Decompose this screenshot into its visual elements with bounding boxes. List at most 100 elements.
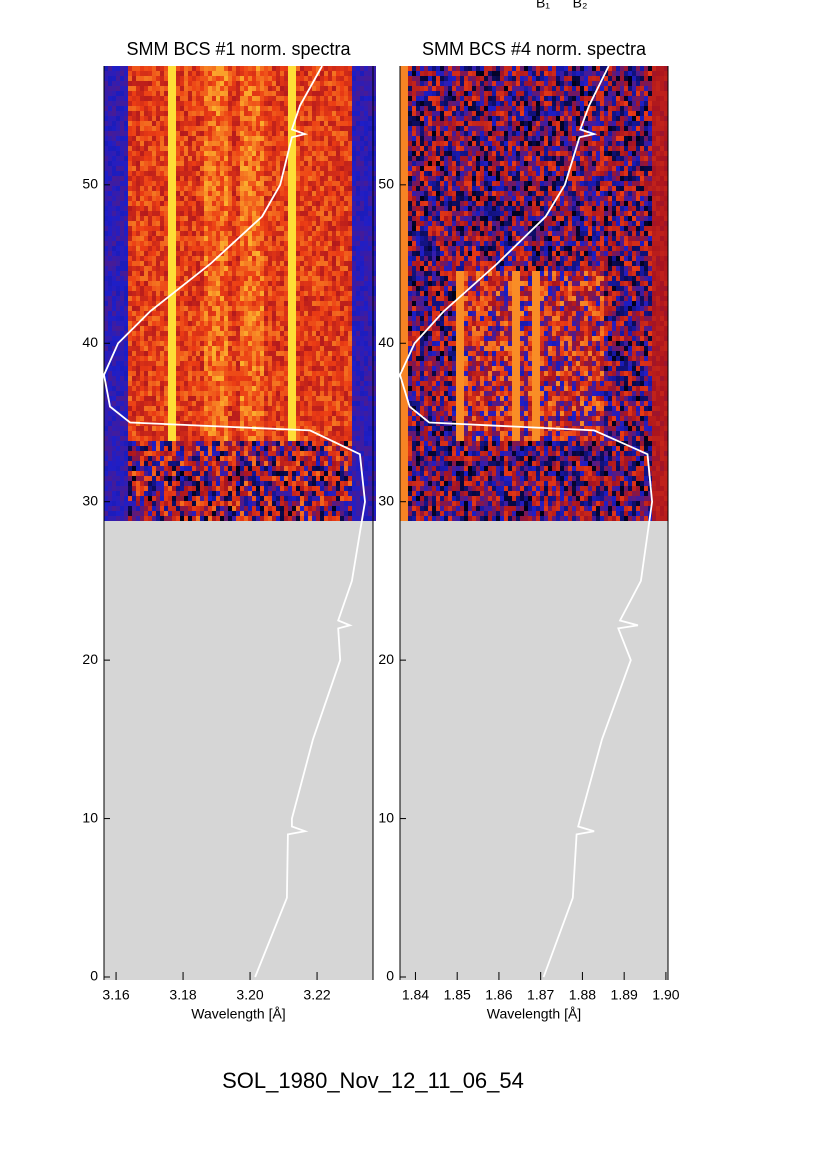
- heatmap-cell: [236, 251, 240, 256]
- heatmap-cell: [296, 236, 300, 241]
- heatmap-cell: [292, 246, 296, 251]
- heatmap-cell: [244, 311, 248, 316]
- heatmap-cell: [264, 101, 268, 106]
- heatmap-cell: [204, 206, 208, 211]
- heatmap-cell: [252, 256, 256, 261]
- heatmap-cell: [220, 211, 224, 216]
- heatmap-cell: [276, 351, 280, 356]
- heatmap-cell: [144, 346, 148, 351]
- heatmap-cell: [228, 336, 232, 341]
- heatmap-cell: [144, 151, 148, 156]
- heatmap-cell: [120, 251, 124, 256]
- heatmap-cell: [348, 166, 352, 171]
- heatmap-cell: [176, 246, 180, 251]
- heatmap-cell: [168, 331, 172, 336]
- heatmap-cell: [336, 296, 340, 301]
- heatmap-cell: [328, 101, 332, 106]
- heatmap-cell: [152, 236, 156, 241]
- heatmap-cell: [320, 391, 324, 396]
- heatmap-cell: [132, 91, 136, 96]
- heatmap-cell: [200, 271, 204, 276]
- heatmap-cell: [160, 181, 164, 186]
- heatmap-cell: [176, 181, 180, 186]
- heatmap-cell: [144, 176, 148, 181]
- heatmap-cell: [168, 316, 172, 321]
- heatmap-cell: [188, 371, 192, 376]
- heatmap-cell: [296, 81, 300, 86]
- heatmap-cell: [368, 391, 372, 396]
- heatmap-cell: [228, 261, 232, 266]
- heatmap-cell: [224, 81, 228, 86]
- heatmap-cell: [148, 91, 152, 96]
- heatmap-cell: [308, 406, 312, 411]
- heatmap-cell: [132, 401, 136, 406]
- heatmap-cell: [304, 136, 308, 141]
- heatmap-cell: [336, 236, 340, 241]
- heatmap-cell: [320, 406, 324, 411]
- heatmap-cell: [340, 386, 344, 391]
- heatmap-cell: [328, 206, 332, 211]
- heatmap-cell: [232, 271, 236, 276]
- heatmap-cell: [364, 276, 368, 281]
- heatmap-cell: [256, 246, 260, 251]
- heatmap-cell: [184, 246, 188, 251]
- heatmap-cell: [280, 421, 284, 426]
- heatmap-cell: [308, 261, 312, 266]
- heatmap-cell: [252, 316, 256, 321]
- heatmap-cell: [136, 191, 140, 196]
- heatmap-cell: [144, 76, 148, 81]
- heatmap-cell: [220, 311, 224, 316]
- heatmap-cell: [348, 381, 352, 386]
- heatmap-cell: [356, 361, 360, 366]
- heatmap-cell: [112, 381, 116, 386]
- heatmap-cell: [140, 236, 144, 241]
- heatmap-cell: [372, 276, 376, 281]
- heatmap-cell: [352, 156, 356, 161]
- heatmap-cell: [300, 426, 304, 431]
- heatmap-cell: [300, 421, 304, 426]
- heatmap-cell: [336, 326, 340, 331]
- heatmap-cell: [260, 141, 264, 146]
- heatmap-cell: [140, 251, 144, 256]
- heatmap-cell: [116, 106, 120, 111]
- heatmap-cell: [188, 296, 192, 301]
- heatmap-cell: [204, 381, 208, 386]
- heatmap-cell: [252, 276, 256, 281]
- heatmap-cell: [148, 411, 152, 416]
- heatmap-cell: [224, 316, 228, 321]
- heatmap-cell: [372, 241, 376, 246]
- heatmap-cell: [132, 306, 136, 311]
- heatmap-cell: [276, 421, 280, 426]
- heatmap-cell: [304, 401, 308, 406]
- heatmap-cell: [312, 91, 316, 96]
- heatmap-cell: [228, 326, 232, 331]
- heatmap-cell: [372, 411, 376, 416]
- heatmap-cell: [232, 386, 236, 391]
- heatmap-cell: [116, 376, 120, 381]
- heatmap-cell: [204, 191, 208, 196]
- heatmap-cell: [332, 151, 336, 156]
- heatmap-cell: [356, 216, 360, 221]
- heatmap-cell: [220, 246, 224, 251]
- heatmap-cell: [276, 131, 280, 136]
- heatmap-cell: [144, 311, 148, 316]
- heatmap-cell: [312, 136, 316, 141]
- heatmap-cell: [280, 406, 284, 411]
- heatmap-cell: [296, 276, 300, 281]
- heatmap-cell: [212, 296, 216, 301]
- heatmap-cell: [128, 66, 132, 71]
- heatmap-cell: [144, 306, 148, 311]
- heatmap-cell: [360, 376, 364, 381]
- heatmap-cell: [124, 281, 128, 286]
- heatmap-cell: [136, 221, 140, 226]
- heatmap-cell: [256, 146, 260, 151]
- heatmap-cell: [232, 186, 236, 191]
- heatmap-cell: [120, 186, 124, 191]
- heatmap-cell: [220, 396, 224, 401]
- heatmap-cell: [352, 276, 356, 281]
- heatmap-cell: [252, 66, 256, 71]
- heatmap-cell: [144, 91, 148, 96]
- heatmap-cell: [328, 276, 332, 281]
- heatmap-cell: [312, 296, 316, 301]
- heatmap-cell: [344, 421, 348, 426]
